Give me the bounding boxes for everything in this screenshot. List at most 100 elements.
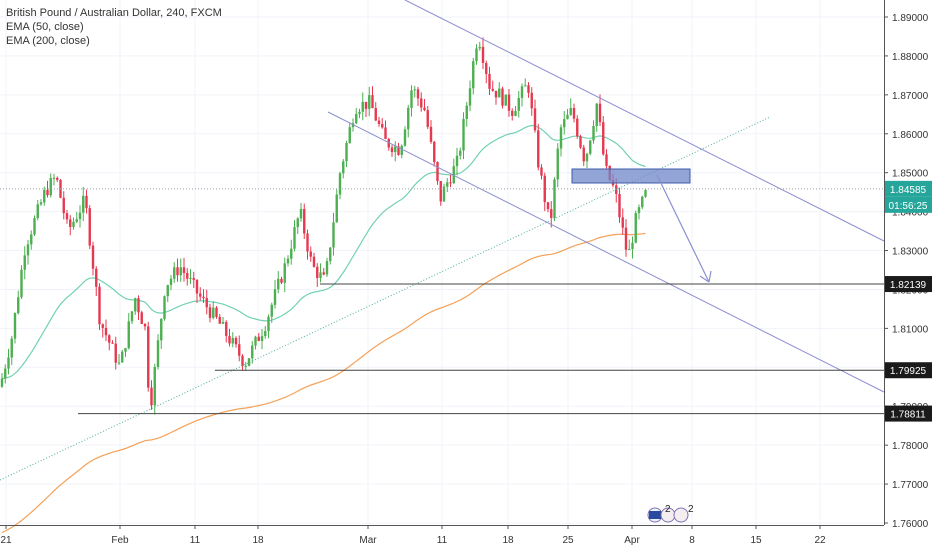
candle[interactable] (65, 209, 69, 224)
candle[interactable] (624, 219, 628, 257)
candle[interactable] (637, 204, 641, 220)
candle[interactable] (381, 118, 384, 129)
candle[interactable] (241, 354, 244, 371)
candle[interactable] (631, 236, 634, 259)
candle[interactable] (501, 86, 504, 109)
candle[interactable] (644, 188, 647, 198)
candle[interactable] (124, 347, 127, 357)
candle[interactable] (10, 335, 13, 366)
candle[interactable] (410, 85, 413, 117)
candle[interactable] (130, 310, 134, 325)
candle[interactable] (251, 341, 254, 364)
candle[interactable] (26, 240, 30, 265)
candle[interactable] (192, 271, 195, 288)
ema200-label[interactable]: EMA (200, close) (6, 35, 90, 47)
candle[interactable] (524, 78, 527, 87)
level-3-badge[interactable]: 1.78811 (885, 405, 932, 422)
flag-uk-icon-2[interactable] (673, 507, 689, 523)
candle[interactable] (111, 340, 114, 344)
candle[interactable] (82, 186, 85, 222)
candle[interactable] (189, 269, 192, 285)
candle[interactable] (215, 306, 218, 319)
candle[interactable] (598, 94, 602, 127)
candle[interactable] (641, 195, 644, 210)
candle[interactable] (140, 310, 143, 324)
candle[interactable] (270, 302, 273, 323)
candle[interactable] (368, 86, 371, 117)
candle[interactable] (20, 265, 23, 299)
ema50-label[interactable]: EMA (50, close) (6, 21, 84, 33)
candle[interactable] (358, 108, 361, 119)
candle[interactable] (537, 123, 540, 171)
candle[interactable] (101, 323, 104, 338)
candle[interactable] (465, 101, 468, 127)
candle[interactable] (361, 92, 364, 121)
candle[interactable] (325, 257, 329, 277)
candle[interactable] (390, 144, 394, 157)
candle[interactable] (153, 363, 156, 415)
candle[interactable] (13, 312, 17, 344)
candle[interactable] (95, 266, 98, 297)
candle[interactable] (491, 80, 494, 92)
candle[interactable] (257, 332, 260, 342)
candle[interactable] (576, 115, 579, 139)
candle[interactable] (39, 199, 43, 206)
candle[interactable] (540, 164, 543, 180)
candle[interactable] (312, 252, 316, 268)
candle[interactable] (504, 94, 507, 106)
candle[interactable] (91, 241, 95, 276)
candle[interactable] (186, 268, 189, 286)
candle[interactable] (218, 313, 221, 324)
candle[interactable] (423, 99, 426, 112)
current-price-badge[interactable]: 1.84585 (885, 180, 932, 197)
candle[interactable] (533, 99, 537, 133)
candle[interactable] (260, 329, 264, 350)
candle[interactable] (338, 171, 342, 200)
candle[interactable] (264, 325, 267, 339)
rising-trendline[interactable] (0, 116, 771, 481)
candle[interactable] (150, 380, 153, 410)
candle[interactable] (364, 101, 368, 118)
candle[interactable] (195, 279, 199, 303)
candle[interactable] (114, 336, 117, 370)
candle[interactable] (442, 183, 446, 202)
candle[interactable] (56, 176, 59, 183)
candle[interactable] (127, 313, 130, 350)
candle[interactable] (475, 44, 478, 65)
candle[interactable] (160, 318, 163, 349)
candle[interactable] (296, 217, 299, 234)
candle[interactable] (556, 143, 559, 188)
candle[interactable] (397, 142, 400, 156)
candle[interactable] (459, 147, 462, 160)
candle[interactable] (134, 297, 137, 315)
candle[interactable] (618, 187, 621, 223)
candle[interactable] (85, 189, 88, 214)
candle[interactable] (553, 177, 556, 222)
candle[interactable] (88, 205, 91, 250)
candle[interactable] (137, 295, 140, 321)
candle[interactable] (449, 174, 452, 188)
candle[interactable] (543, 172, 546, 212)
candle[interactable] (163, 295, 166, 321)
candle[interactable] (179, 258, 182, 282)
candle[interactable] (143, 323, 147, 331)
candle[interactable] (104, 319, 108, 342)
candle[interactable] (595, 102, 598, 132)
candle[interactable] (147, 321, 150, 392)
candle[interactable] (446, 178, 449, 193)
candle[interactable] (566, 109, 569, 120)
candle[interactable] (348, 122, 351, 144)
candle[interactable] (277, 271, 280, 294)
candle[interactable] (452, 158, 455, 184)
candle[interactable] (455, 147, 459, 176)
candle[interactable] (46, 180, 49, 198)
candle[interactable] (52, 173, 56, 186)
candle[interactable] (605, 149, 608, 169)
candle[interactable] (30, 230, 33, 250)
candle[interactable] (280, 276, 283, 285)
economic-event-marker[interactable]: 2 2 (647, 504, 694, 523)
candle[interactable] (169, 275, 173, 291)
candle[interactable] (335, 189, 338, 223)
candle[interactable] (403, 126, 407, 147)
candle[interactable] (98, 283, 101, 330)
